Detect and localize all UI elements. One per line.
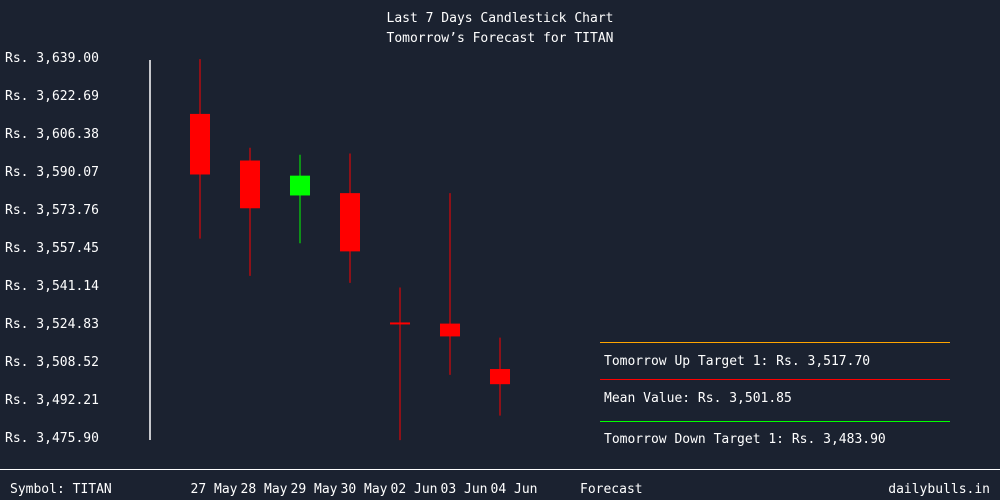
chart-title: Last 7 Days Candlestick Chart [387, 11, 614, 26]
y-tick-label: Rs. 3,590.07 [5, 165, 99, 180]
x-tick-label: 02 Jun [391, 482, 438, 497]
y-tick-label: Rs. 3,541.14 [5, 279, 99, 294]
candles [190, 59, 510, 441]
footer-symbol: Symbol: TITAN [10, 482, 112, 497]
candle [290, 154, 310, 244]
x-tick-label: 03 Jun [441, 482, 488, 497]
candle [240, 147, 260, 276]
candle [490, 337, 510, 416]
candle-body [390, 322, 410, 325]
candle-body [340, 193, 360, 252]
y-tick-label: Rs. 3,524.83 [5, 317, 99, 332]
candle [390, 287, 410, 441]
y-tick-label: Rs. 3,622.69 [5, 89, 99, 104]
candle [340, 153, 360, 283]
x-tick-label: 04 Jun [491, 482, 538, 497]
forecast-label: Tomorrow Up Target 1: Rs. 3,517.70 [604, 354, 870, 369]
y-tick-label: Rs. 3,606.38 [5, 127, 99, 142]
candle [190, 59, 210, 239]
candle-body [240, 160, 260, 209]
y-tick-label: Rs. 3,573.76 [5, 203, 99, 218]
x-axis-tick-labels: 27 May 28 May 29 May 30 May 02 Jun 03 Jun 04 J… [191, 482, 538, 497]
x-tick-label: 27 May [191, 482, 238, 497]
x-tick-label: 28 May [241, 482, 288, 497]
y-tick-label: Rs. 3,557.45 [5, 241, 99, 256]
y-axis-tick-labels: Rs. 3,639.00 Rs. 3,622.69 Rs. 3,606.38 Rs. … [5, 51, 99, 446]
footer-site[interactable]: dailybulls.in [888, 482, 990, 497]
candle-body [290, 175, 310, 196]
x-tick-label: 29 May [291, 482, 338, 497]
candle-body [190, 113, 210, 175]
candle-body [490, 369, 510, 385]
y-tick-label: Rs. 3,639.00 [5, 51, 99, 66]
chart-subtitle: Tomorrow’s Forecast for TITAN [387, 31, 614, 46]
y-tick-label: Rs. 3,508.52 [5, 355, 99, 370]
forecast-panel: Tomorrow Up Target 1: Rs. 3,517.70 Mean V… [600, 342, 950, 447]
candle [440, 193, 460, 375]
forecast-label: Mean Value: Rs. 3,501.85 [604, 391, 792, 406]
y-tick-label: Rs. 3,475.90 [5, 431, 99, 446]
forecast-label: Tomorrow Down Target 1: Rs. 3,483.90 [604, 432, 886, 447]
y-tick-label: Rs. 3,492.21 [5, 393, 99, 408]
footer-forecast-label: Forecast [580, 482, 643, 497]
x-tick-label: 30 May [341, 482, 388, 497]
candle-body [440, 323, 460, 337]
